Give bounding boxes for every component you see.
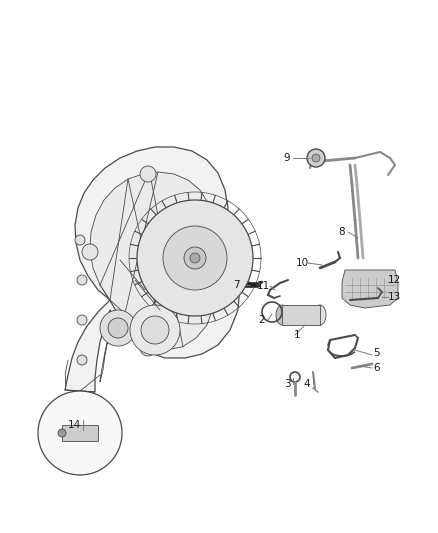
- Text: 7: 7: [233, 280, 239, 290]
- Text: 6: 6: [374, 363, 380, 373]
- Circle shape: [137, 200, 253, 316]
- Text: 13: 13: [387, 292, 401, 302]
- Ellipse shape: [314, 305, 326, 325]
- Circle shape: [38, 391, 122, 475]
- Circle shape: [75, 235, 85, 245]
- Circle shape: [77, 275, 87, 285]
- Circle shape: [77, 315, 87, 325]
- Text: 3: 3: [284, 379, 290, 389]
- Text: 8: 8: [339, 227, 345, 237]
- Circle shape: [58, 429, 66, 437]
- Text: 14: 14: [67, 420, 81, 430]
- Ellipse shape: [92, 425, 104, 441]
- Circle shape: [141, 316, 169, 344]
- Text: 5: 5: [374, 348, 380, 358]
- Ellipse shape: [56, 425, 68, 441]
- Circle shape: [108, 318, 128, 338]
- Text: 11: 11: [256, 281, 270, 291]
- Circle shape: [100, 310, 136, 346]
- Polygon shape: [62, 425, 98, 441]
- Polygon shape: [90, 172, 215, 382]
- Circle shape: [307, 149, 325, 167]
- Text: 2: 2: [259, 315, 265, 325]
- Text: 12: 12: [387, 275, 401, 285]
- Text: 10: 10: [296, 258, 308, 268]
- Polygon shape: [342, 270, 398, 308]
- Polygon shape: [65, 147, 240, 392]
- Text: 4: 4: [304, 379, 310, 389]
- Circle shape: [140, 166, 156, 182]
- Circle shape: [130, 305, 180, 355]
- Circle shape: [77, 355, 87, 365]
- Circle shape: [184, 247, 206, 269]
- Ellipse shape: [276, 305, 288, 325]
- Circle shape: [190, 253, 200, 263]
- Circle shape: [163, 226, 227, 290]
- Circle shape: [140, 340, 156, 356]
- Text: 1: 1: [294, 330, 300, 340]
- Text: 9: 9: [284, 153, 290, 163]
- Circle shape: [82, 244, 98, 260]
- Circle shape: [312, 154, 320, 162]
- Polygon shape: [282, 305, 320, 325]
